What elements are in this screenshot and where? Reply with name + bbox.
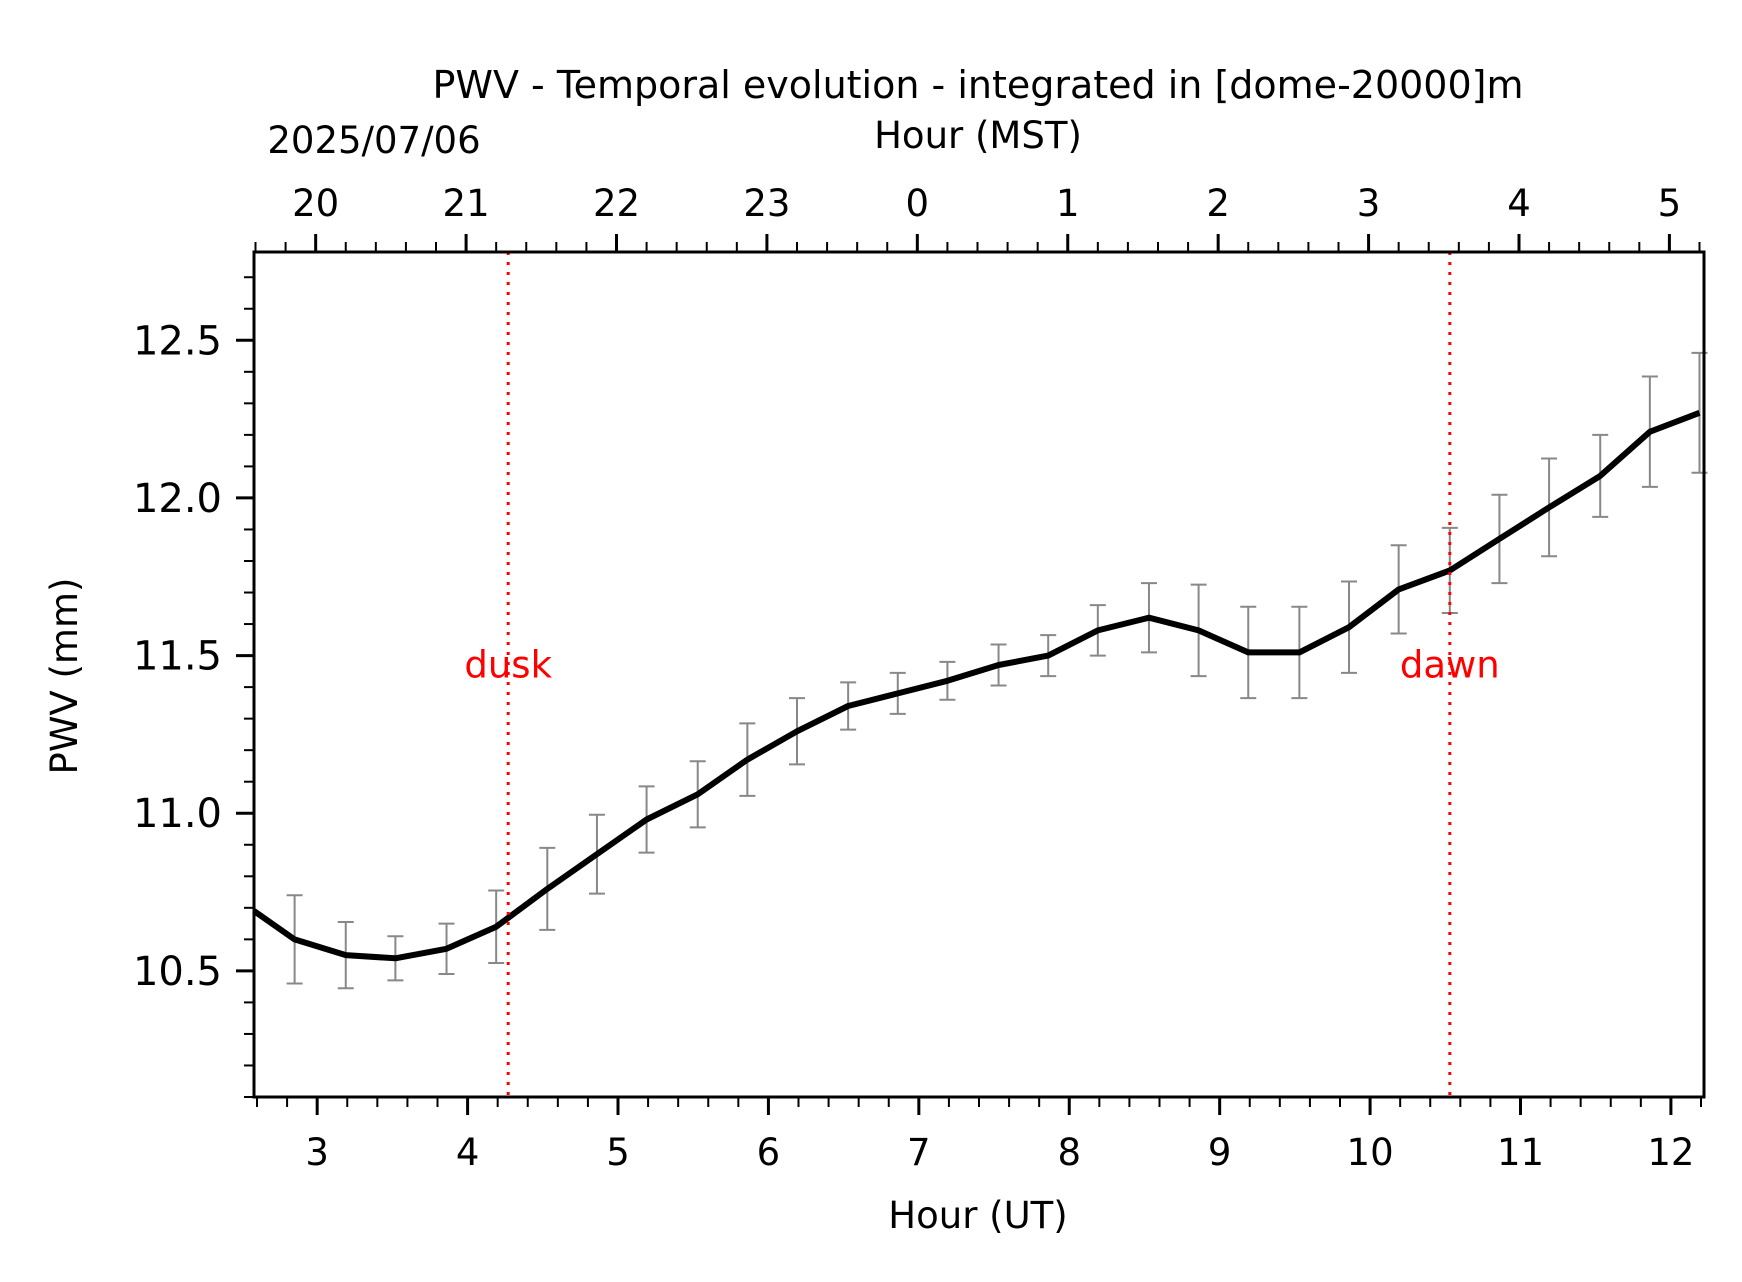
top-tick-label: 5 <box>1658 182 1682 225</box>
top-tick-label: 4 <box>1507 182 1531 225</box>
x-tick-label: 12 <box>1647 1131 1694 1174</box>
top-tick-label: 23 <box>743 182 790 225</box>
x-tick-label: 6 <box>757 1131 781 1174</box>
dawn-label: dawn <box>1400 644 1500 687</box>
top-tick-label: 21 <box>443 182 490 225</box>
dusk-label: dusk <box>464 644 552 687</box>
x-tick-label: 8 <box>1057 1131 1081 1174</box>
x-tick-label: 11 <box>1497 1131 1544 1174</box>
top-tick-label: 1 <box>1056 182 1080 225</box>
series-line <box>252 409 1701 962</box>
top-tick-label: 2 <box>1206 182 1230 225</box>
y-tick-label: 10.5 <box>133 949 222 995</box>
date-label: 2025/07/06 <box>267 119 480 162</box>
top-tick-label: 20 <box>292 182 339 225</box>
plot-frame <box>252 250 1706 1099</box>
y-tick-label: 12.5 <box>133 318 222 364</box>
x-tick-label: 9 <box>1208 1131 1232 1174</box>
x-tick-label: 4 <box>456 1131 480 1174</box>
y-axis-label: PWV (mm) <box>43 578 86 775</box>
y-tick-label: 11.5 <box>133 634 222 680</box>
top-tick-label: 22 <box>593 182 640 225</box>
x-tick-label: 7 <box>907 1131 931 1174</box>
x-axis-label: Hour (UT) <box>888 1194 1067 1237</box>
top-tick-label: 3 <box>1357 182 1381 225</box>
x-tick-label: 3 <box>305 1131 329 1174</box>
y-tick-label: 12.0 <box>133 476 222 522</box>
x-tick-label: 5 <box>606 1131 630 1174</box>
top-tick-label: 0 <box>906 182 930 225</box>
y-tick-label: 11.0 <box>133 791 222 837</box>
x-tick-label: 10 <box>1347 1131 1394 1174</box>
chart-title: PWV - Temporal evolution - integrated in… <box>432 63 1523 107</box>
top-x-axis-label: Hour (MST) <box>874 114 1082 157</box>
